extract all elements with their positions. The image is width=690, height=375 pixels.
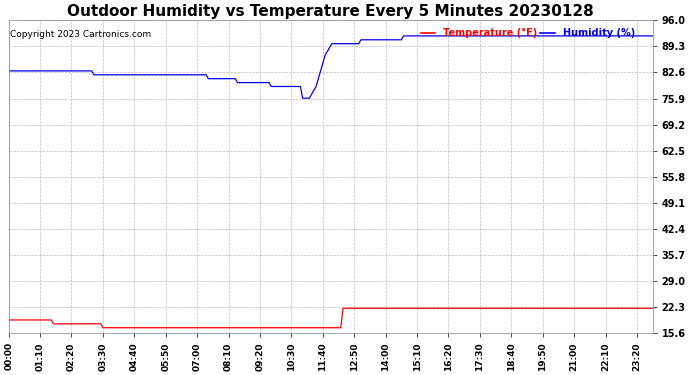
Legend: Temperature (°F), Humidity (%): Temperature (°F), Humidity (%) — [421, 28, 635, 38]
Title: Outdoor Humidity vs Temperature Every 5 Minutes 20230128: Outdoor Humidity vs Temperature Every 5 … — [68, 4, 594, 19]
Text: Copyright 2023 Cartronics.com: Copyright 2023 Cartronics.com — [10, 30, 151, 39]
